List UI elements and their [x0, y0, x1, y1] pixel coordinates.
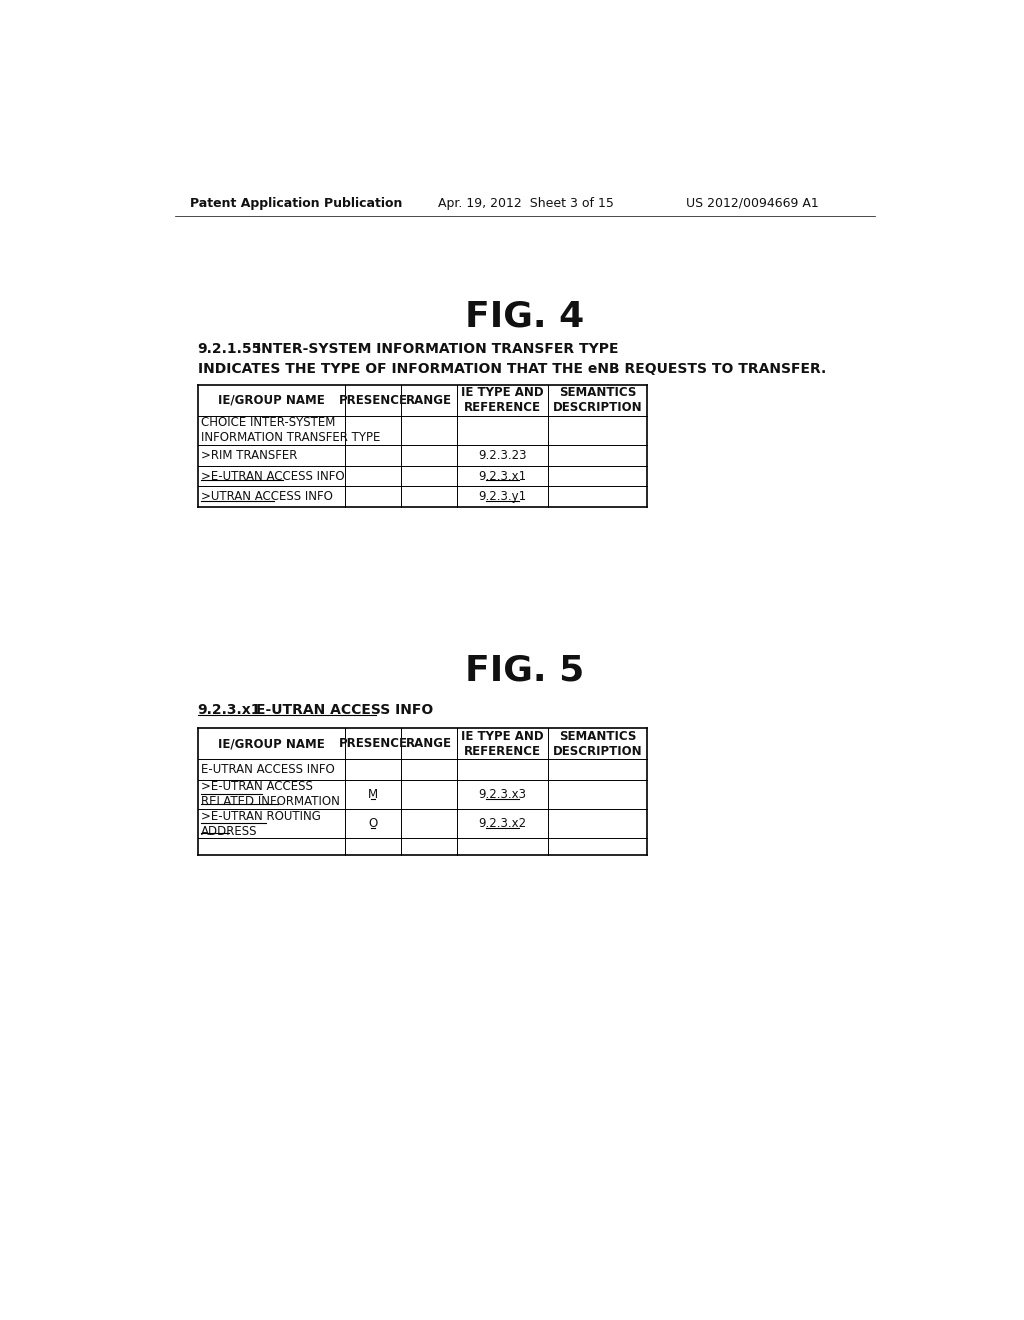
Text: CHOICE INTER-SYSTEM
INFORMATION TRANSFER TYPE: CHOICE INTER-SYSTEM INFORMATION TRANSFER… [201, 416, 380, 445]
Text: >E-UTRAN ROUTING
ADDRESS: >E-UTRAN ROUTING ADDRESS [201, 809, 321, 838]
Text: FIG. 5: FIG. 5 [465, 653, 585, 688]
Text: Apr. 19, 2012  Sheet 3 of 15: Apr. 19, 2012 Sheet 3 of 15 [438, 197, 613, 210]
Text: >E-UTRAN ACCESS INFO: >E-UTRAN ACCESS INFO [201, 470, 344, 483]
Text: US 2012/0094669 A1: US 2012/0094669 A1 [686, 197, 819, 210]
Text: SEMANTICS
DESCRIPTION: SEMANTICS DESCRIPTION [553, 730, 642, 758]
Text: 9.2.3.x1: 9.2.3.x1 [478, 470, 526, 483]
Text: INTER-SYSTEM INFORMATION TRANSFER TYPE: INTER-SYSTEM INFORMATION TRANSFER TYPE [256, 342, 618, 356]
Text: RANGE: RANGE [406, 393, 452, 407]
Text: 9.2.3.x2: 9.2.3.x2 [478, 817, 526, 830]
Text: INDICATES THE TYPE OF INFORMATION THAT THE eNB REQUESTS TO TRANSFER.: INDICATES THE TYPE OF INFORMATION THAT T… [198, 363, 826, 376]
Text: 9.2.3.x1: 9.2.3.x1 [198, 702, 261, 717]
Text: IE TYPE AND
REFERENCE: IE TYPE AND REFERENCE [461, 730, 544, 758]
Text: PRESENCE: PRESENCE [338, 393, 408, 407]
Text: 9.2.3.23: 9.2.3.23 [478, 449, 526, 462]
Text: Patent Application Publication: Patent Application Publication [190, 197, 402, 210]
Text: FIG. 4: FIG. 4 [465, 300, 585, 333]
Text: RANGE: RANGE [406, 737, 452, 750]
Text: SEMANTICS
DESCRIPTION: SEMANTICS DESCRIPTION [553, 387, 642, 414]
Text: >UTRAN ACCESS INFO: >UTRAN ACCESS INFO [201, 490, 333, 503]
Text: E-UTRAN ACCESS INFO: E-UTRAN ACCESS INFO [201, 763, 335, 776]
Text: 9.2.3.x3: 9.2.3.x3 [478, 788, 526, 801]
Text: IE/GROUP NAME: IE/GROUP NAME [218, 737, 325, 750]
Text: M: M [368, 788, 378, 801]
Text: 9.2.3.y1: 9.2.3.y1 [478, 490, 526, 503]
Text: >RIM TRANSFER: >RIM TRANSFER [201, 449, 297, 462]
Text: 9.2.1.55: 9.2.1.55 [198, 342, 262, 356]
Text: >E-UTRAN ACCESS
RELATED INFORMATION: >E-UTRAN ACCESS RELATED INFORMATION [201, 780, 340, 808]
Text: IE/GROUP NAME: IE/GROUP NAME [218, 393, 325, 407]
Text: PRESENCE: PRESENCE [338, 737, 408, 750]
Text: O: O [369, 817, 378, 830]
Text: E-UTRAN ACCESS INFO: E-UTRAN ACCESS INFO [256, 702, 433, 717]
Text: IE TYPE AND
REFERENCE: IE TYPE AND REFERENCE [461, 387, 544, 414]
